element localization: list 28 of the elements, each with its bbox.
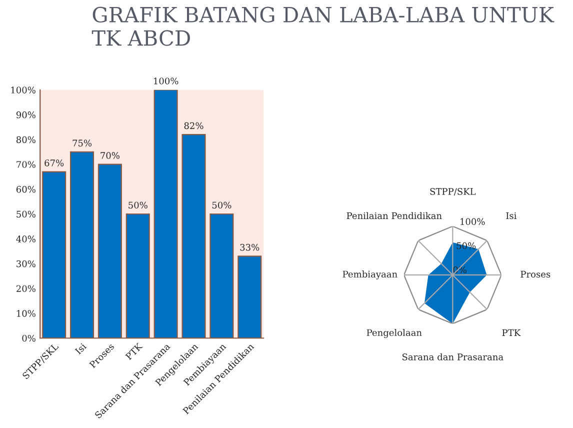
y-tick-label: 20% bbox=[16, 285, 36, 292]
y-tick-label: 40% bbox=[16, 236, 36, 242]
y-tick-label: 30% bbox=[16, 260, 36, 268]
y-tick-label: 100% bbox=[11, 86, 36, 94]
y-tick-label: 70% bbox=[16, 161, 36, 168]
spoke-label: STPP/SKL bbox=[430, 188, 476, 196]
y-tick-label: 0% bbox=[22, 334, 36, 342]
spoke-label: Penilaian Pendidikan bbox=[346, 212, 442, 220]
y-tick-label: 10% bbox=[16, 310, 36, 317]
y-tick-label: 90% bbox=[16, 111, 36, 118]
data-label: 67% bbox=[44, 160, 64, 166]
y-tick-label: 60% bbox=[16, 186, 36, 193]
spoke-label: Isi bbox=[506, 212, 517, 220]
data-label: 82% bbox=[184, 122, 204, 130]
data-label: 70% bbox=[100, 152, 120, 159]
data-label: 33% bbox=[240, 244, 260, 251]
data-label: 75% bbox=[72, 140, 92, 146]
x-tick-label: Isi bbox=[74, 342, 87, 355]
spoke-label: Proses bbox=[520, 270, 550, 278]
data-label: 50% bbox=[128, 202, 148, 209]
text: GRAFIK BATANG DAN LABA-LABA UNTUK TK ABCD bbox=[92, 6, 554, 46]
y-tick-label: 50% bbox=[16, 210, 36, 218]
y-tick-label: 80% bbox=[16, 136, 36, 144]
spoke-label: PTK bbox=[502, 329, 521, 336]
data-label: 100% bbox=[154, 78, 178, 84]
data-label: 50% bbox=[212, 202, 232, 209]
spoke-label: Pembiayaan bbox=[342, 270, 398, 280]
spoke-label: Pengelolaan bbox=[366, 329, 422, 338]
